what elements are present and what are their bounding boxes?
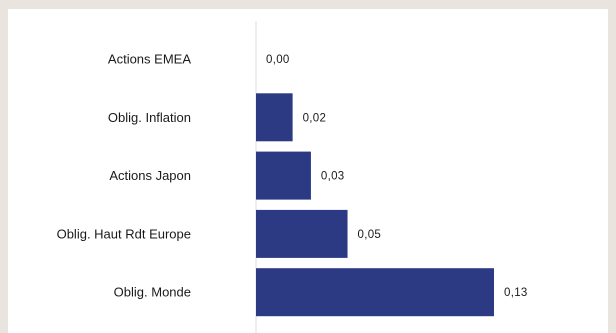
category-label: Oblig. Monde <box>114 285 191 300</box>
value-label: 0,03 <box>321 171 345 183</box>
value-label: 0,02 <box>303 112 327 124</box>
bar-chart: Actions EMEA 0,00 Oblig. Inflation 0,02 Acti… <box>57 21 528 333</box>
category-label: Actions EMEA <box>108 52 191 67</box>
value-label: 0,13 <box>504 287 528 299</box>
bars-group: Actions EMEA 0,00 Oblig. Inflation 0,02 Acti… <box>57 52 528 317</box>
value-label: 0,00 <box>266 54 290 66</box>
value-label: 0,05 <box>358 229 382 241</box>
chart-card: Actions EMEA 0,00 Oblig. Inflation 0,02 Acti… <box>8 9 608 333</box>
bar <box>256 268 494 317</box>
bar <box>256 93 293 142</box>
category-label: Oblig. Inflation <box>108 110 191 125</box>
bar <box>256 209 348 258</box>
category-label: Actions Japon <box>109 168 191 183</box>
bar <box>256 151 311 200</box>
category-label: Oblig. Haut Rdt Europe <box>57 226 191 241</box>
